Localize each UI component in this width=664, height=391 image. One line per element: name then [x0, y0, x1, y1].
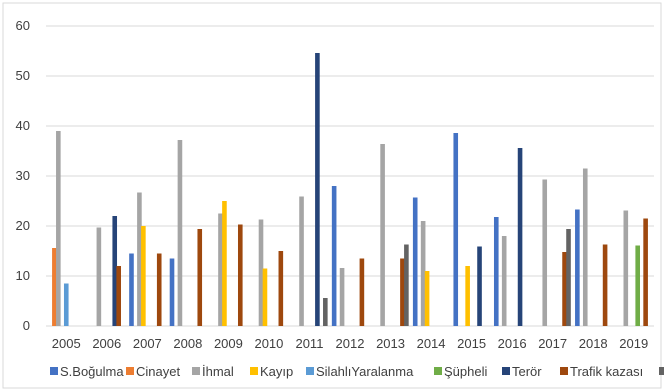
y-tick-label: 40 — [16, 118, 30, 133]
x-tick-label: 2012 — [336, 336, 365, 351]
bar — [465, 266, 470, 326]
bar — [177, 140, 183, 326]
legend-swatch — [659, 367, 664, 375]
bar — [412, 197, 418, 326]
legend-swatch — [50, 367, 58, 375]
legend-label: Terör — [512, 364, 542, 379]
bar — [562, 252, 567, 326]
bar — [278, 251, 284, 326]
legend-swatch — [502, 367, 510, 375]
legend-swatch — [250, 367, 258, 375]
legend-label: SilahlıYaralanma — [316, 364, 414, 379]
bar — [169, 258, 175, 326]
legend-label: İhmal — [202, 364, 234, 379]
bar — [400, 258, 405, 326]
legend: S.Boğulma Cinayet İhmal Kayıp SilahlıYaralan… — [50, 364, 664, 379]
y-tick-label: 10 — [16, 268, 30, 283]
legend-label: Trafik kazası — [570, 364, 643, 379]
x-tick-label: 2011 — [295, 336, 323, 351]
x-tick-label: 2016 — [498, 336, 527, 351]
x-tick-label: 2009 — [214, 336, 243, 351]
y-tick-label: 60 — [16, 18, 30, 33]
x-tick-label: 2015 — [457, 336, 486, 351]
bar — [137, 192, 142, 326]
bar — [156, 253, 162, 326]
bar — [566, 229, 571, 326]
x-tick-label: 2018 — [579, 336, 608, 351]
x-tick-label: 2013 — [376, 336, 405, 351]
bar — [623, 210, 629, 326]
bar — [323, 298, 328, 326]
bar — [315, 53, 320, 326]
x-tick-label: 2010 — [254, 336, 283, 351]
bar — [635, 245, 640, 326]
y-axis: 0 10 20 30 40 50 60 — [16, 18, 30, 333]
y-tick-label: 20 — [16, 218, 30, 233]
x-tick-label: 2017 — [538, 336, 567, 351]
x-tick-label: 2005 — [52, 336, 81, 351]
legend-swatch — [306, 367, 314, 375]
bar — [339, 268, 345, 326]
bar — [218, 213, 223, 326]
bar — [116, 266, 121, 326]
legend-swatch — [560, 367, 568, 375]
bar — [424, 271, 430, 326]
legend-label: S.Boğulma — [60, 364, 124, 379]
bar — [404, 244, 409, 326]
bar — [96, 227, 102, 326]
bar — [477, 246, 482, 326]
legend-label: Şüpheli — [444, 364, 487, 379]
x-tick-label: 2008 — [173, 336, 202, 351]
bar — [380, 144, 385, 326]
bar — [258, 219, 264, 326]
bar — [501, 236, 507, 326]
bar — [575, 209, 580, 326]
y-tick-label: 50 — [16, 68, 30, 83]
bar — [197, 229, 203, 326]
bar — [582, 168, 588, 326]
bar — [56, 131, 61, 326]
bar — [262, 268, 268, 326]
bar — [112, 216, 118, 326]
bar — [643, 218, 648, 326]
legend-swatch — [434, 367, 442, 375]
bar — [517, 148, 523, 326]
bar — [299, 196, 304, 326]
bar — [141, 226, 146, 326]
y-tick-label: 30 — [16, 168, 30, 183]
y-tick-label: 0 — [23, 318, 30, 333]
x-tick-label: 2007 — [133, 336, 162, 351]
bar — [602, 244, 608, 326]
bars — [52, 53, 648, 326]
bar — [222, 201, 227, 326]
x-tick-label: 2014 — [417, 336, 446, 351]
bar — [237, 224, 243, 326]
bar — [420, 221, 426, 326]
x-axis: 2005 2006 2007 2008 2009 2010 2011 2012 2013 2014… — [52, 336, 648, 351]
bar — [542, 179, 548, 326]
legend-swatch — [126, 367, 134, 375]
legend-swatch — [192, 367, 200, 375]
bar — [359, 258, 365, 326]
grid — [46, 25, 654, 327]
x-tick-label: 2019 — [619, 336, 648, 351]
legend-label: Cinayet — [136, 364, 180, 379]
x-tick-label: 2006 — [92, 336, 121, 351]
bar — [493, 217, 499, 326]
bar — [331, 186, 337, 326]
bar — [129, 253, 134, 326]
bar — [453, 133, 459, 326]
legend-label: Kayıp — [260, 364, 293, 379]
bar — [52, 248, 57, 326]
bar — [63, 283, 69, 326]
